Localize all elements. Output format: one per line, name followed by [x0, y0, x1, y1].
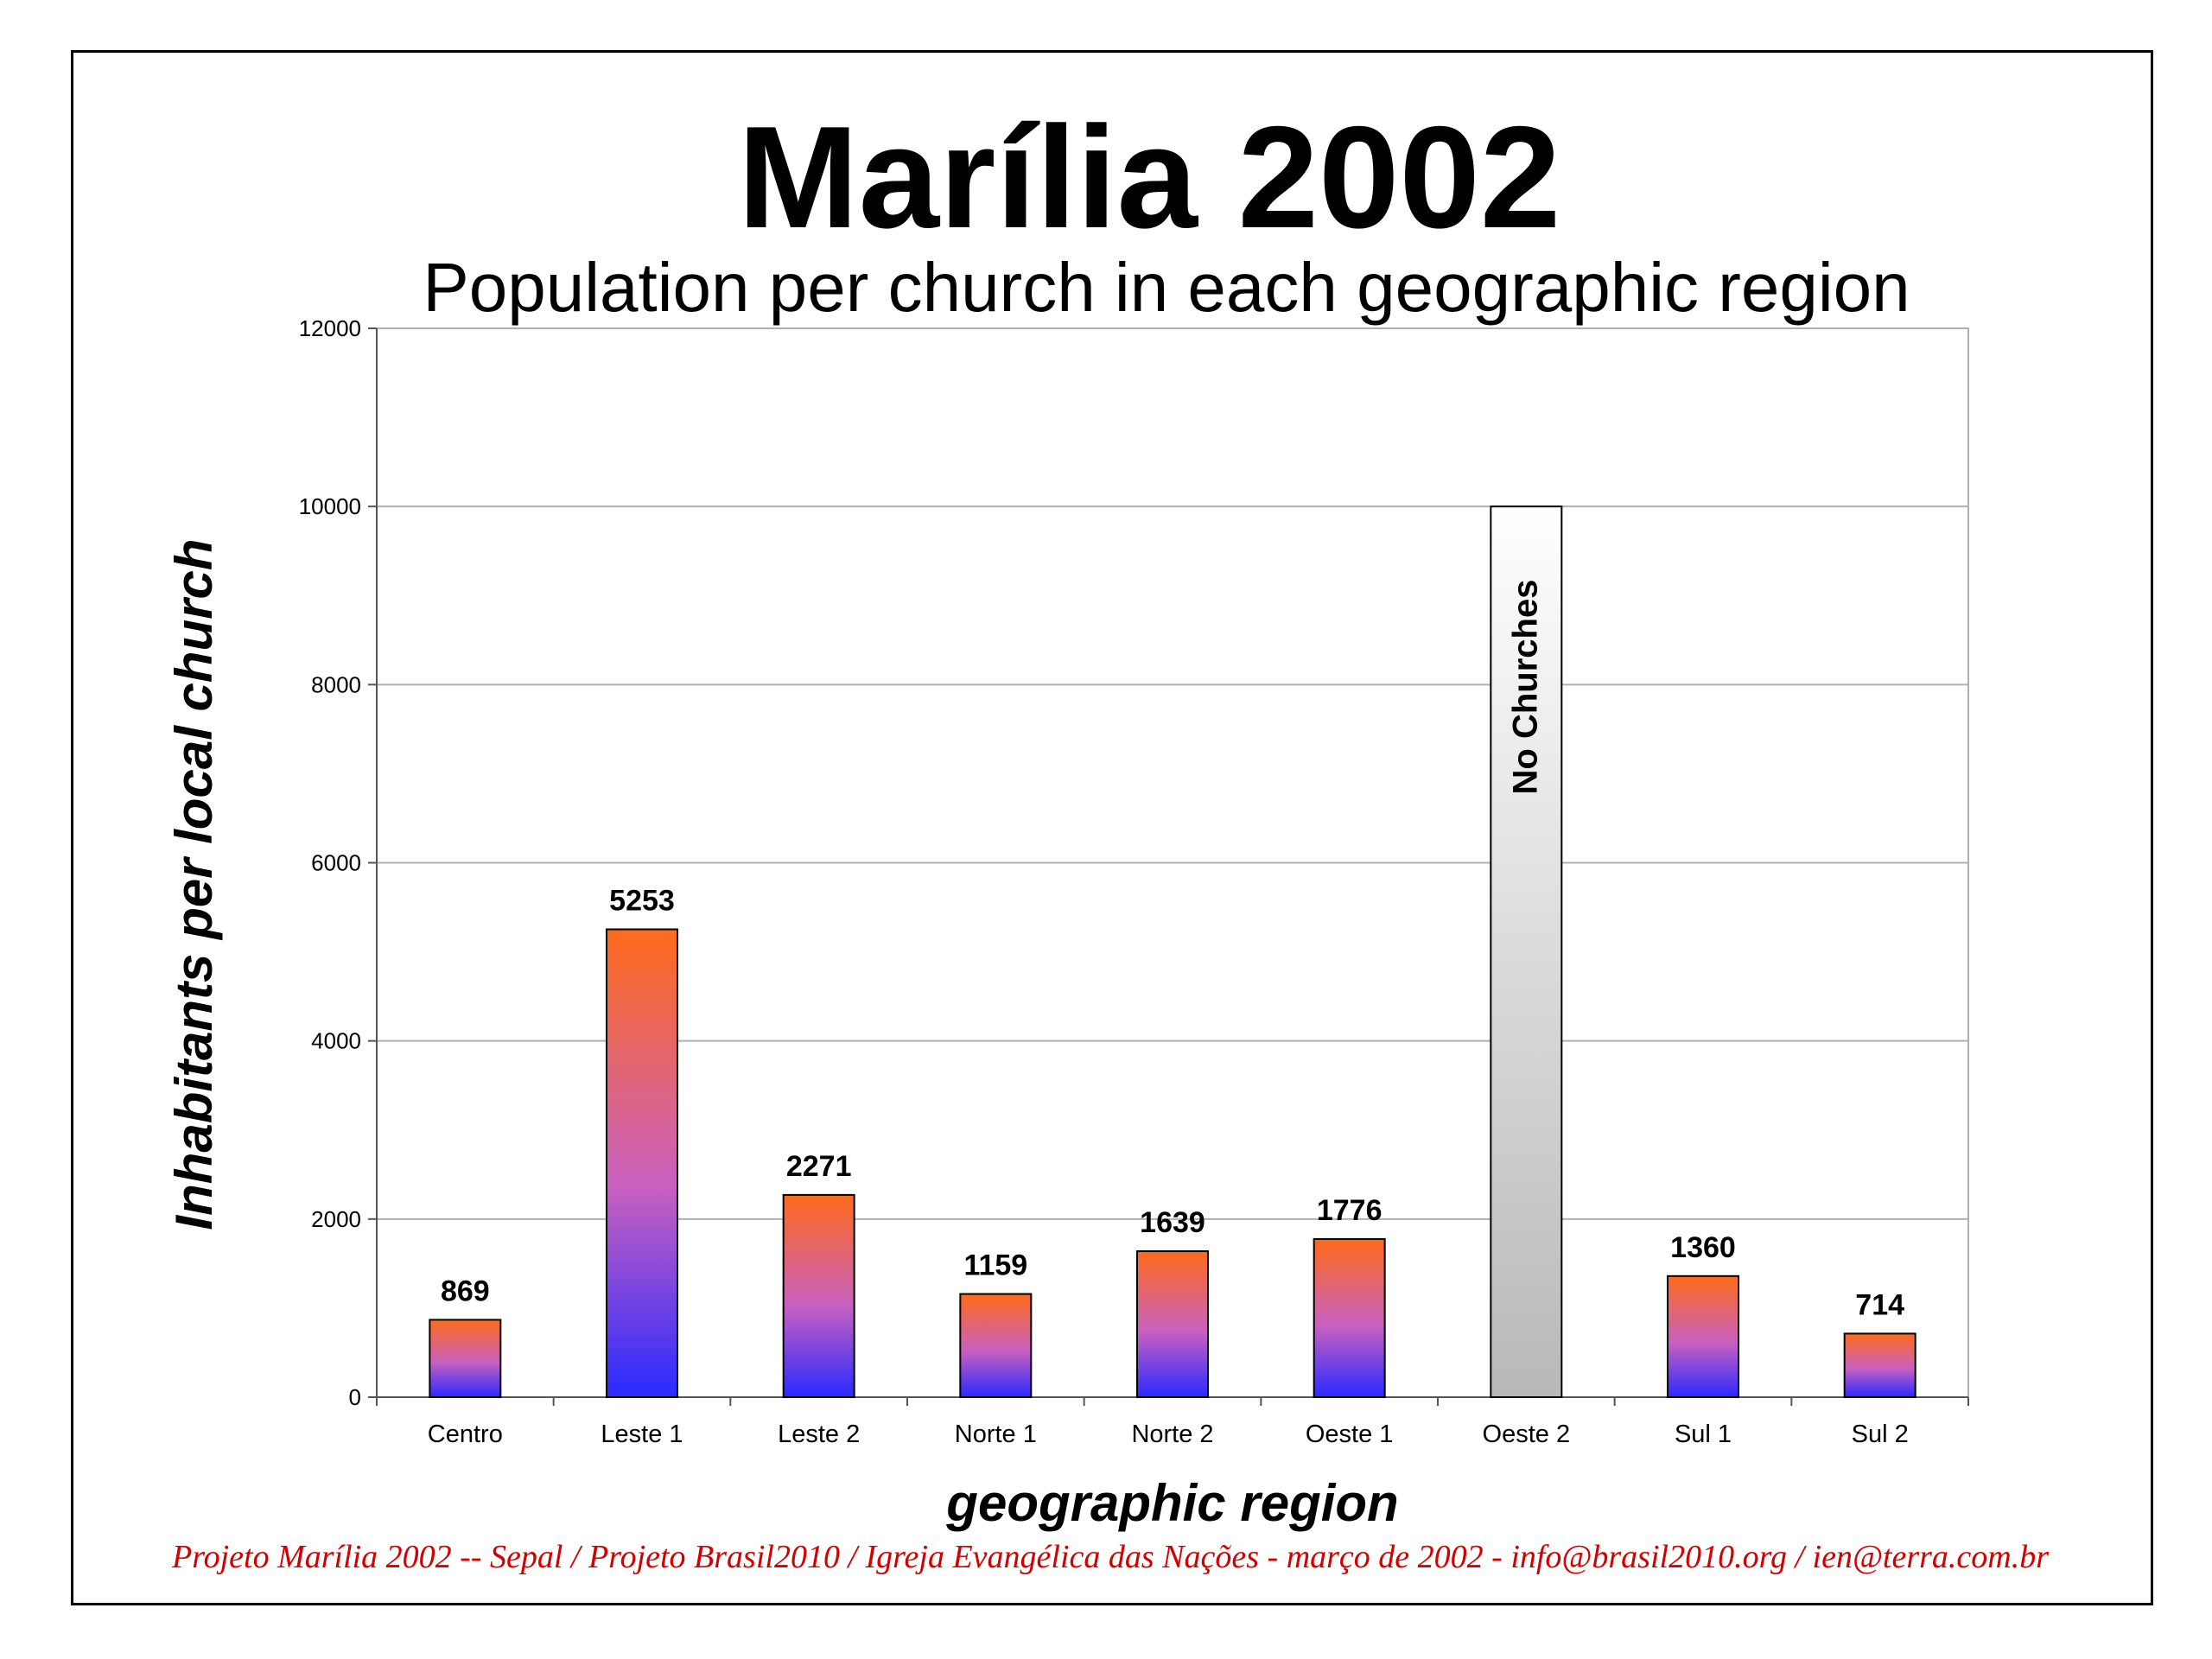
bar — [782, 1193, 855, 1398]
bar — [1843, 1332, 1916, 1399]
y-tick-label: 12000 — [299, 315, 361, 341]
data-label: 1776 — [1317, 1194, 1382, 1227]
bars — [429, 505, 1916, 1399]
bar-no-churches — [1490, 505, 1563, 1399]
no-churches-label: No Churches — [1506, 580, 1544, 795]
labels: Centro 869 Leste 1 5253 Leste 2 2271 Norte 1 11… — [165, 538, 1909, 1532]
y-tick-label: 6000 — [311, 850, 361, 876]
x-tick-label: Leste 2 — [778, 1421, 860, 1448]
x-tick-label: Centro — [428, 1421, 503, 1448]
data-label: 2271 — [786, 1150, 852, 1183]
chart-subtitle: Population per church in each geographic… — [423, 249, 1910, 326]
bar — [429, 1319, 502, 1398]
chart-title: Marília 2002 — [737, 96, 1561, 258]
data-label: 714 — [1855, 1288, 1904, 1321]
data-label: 1639 — [1140, 1206, 1205, 1239]
x-tick-label: Leste 1 — [601, 1421, 683, 1448]
y-tick-label: 2000 — [311, 1206, 361, 1232]
x-axis-title: geographic region — [945, 1474, 1398, 1532]
y-axis-title: Inhabitants per local church — [165, 538, 223, 1230]
y-tick-label: 10000 — [299, 493, 361, 519]
bar — [1136, 1250, 1209, 1398]
y-tick-label: 4000 — [311, 1028, 361, 1054]
data-label: 1360 — [1670, 1231, 1736, 1264]
x-tick-label: Norte 1 — [955, 1421, 1037, 1448]
bar — [1313, 1237, 1386, 1398]
credit-line: Projeto Marília 2002 -- Sepal / Projeto … — [172, 1539, 2049, 1575]
bar — [1667, 1274, 1739, 1398]
x-tick-label: Sul 1 — [1675, 1421, 1732, 1448]
x-tick-label: Oeste 1 — [1306, 1421, 1394, 1448]
x-tick-label: Norte 2 — [1131, 1421, 1213, 1448]
bar — [959, 1293, 1033, 1398]
data-label: 5253 — [609, 885, 675, 918]
slide-frame — [71, 50, 2153, 1605]
y-tick-label: 0 — [349, 1384, 361, 1410]
y-tick-label: 8000 — [311, 671, 361, 697]
x-tick-label: Sul 2 — [1852, 1421, 1909, 1448]
data-label: 869 — [441, 1274, 490, 1307]
x-tick-label: Oeste 2 — [1483, 1421, 1571, 1448]
data-label: 1159 — [963, 1249, 1027, 1282]
bar — [606, 928, 678, 1399]
